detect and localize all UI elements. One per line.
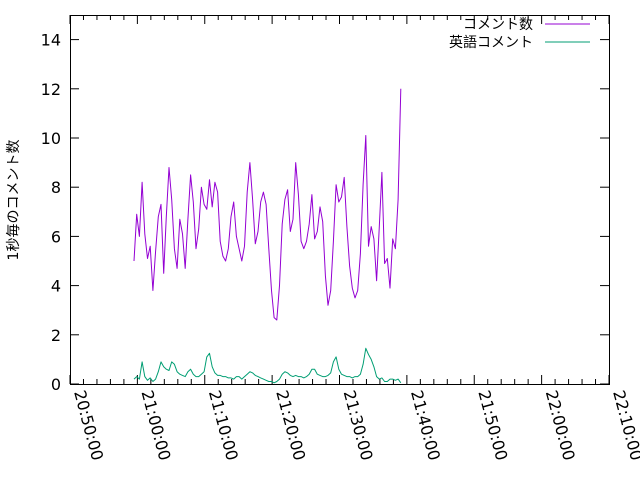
y-tick-label: 2 [51,326,61,345]
x-tick-label: 22:10:00 [609,388,640,462]
x-tick-label: 21:40:00 [407,388,444,462]
y-tick-label: 0 [51,375,61,394]
x-tick-label: 21:10:00 [205,388,242,462]
series-line-2 [133,347,402,384]
legend-label: 英語コメント [449,34,533,51]
x-tick-label: 21:30:00 [340,388,377,462]
y-axis-title: 1秒毎のコメント数 [6,140,22,261]
x-tick-label: 20:50:00 [70,388,107,462]
x-tick-label: 21:00:00 [138,388,175,462]
y-tick-label: 8 [51,178,61,197]
series-layer [133,88,402,384]
x-tick-label: 21:20:00 [272,388,309,462]
y-tick-label: 10 [41,129,61,148]
x-axis: 20:50:00 21:00:00 21:10:00 21:20:00 21:30:00… [69,15,640,462]
y-tick-label: 14 [41,31,61,50]
y-tick-label: 6 [51,227,61,246]
y-axis: 0 2 4 6 8 10 12 14 [41,31,609,394]
series-line-1 [133,88,402,321]
legend-label: コメント数 [463,17,533,33]
y-tick-label: 4 [51,277,61,296]
y-tick-label: 12 [41,80,61,99]
x-tick-label: 22:00:00 [542,388,579,462]
x-tick-label: 21:50:00 [474,388,511,462]
